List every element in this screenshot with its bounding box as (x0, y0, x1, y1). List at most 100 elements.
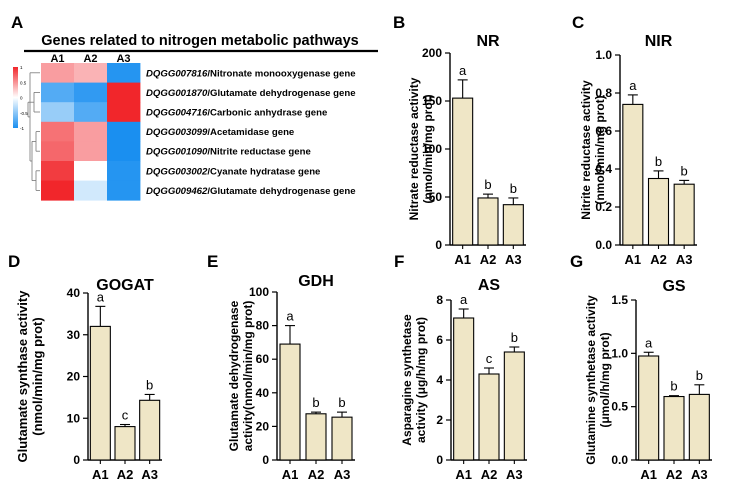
heatmap-gene-name: /Glutamate dehydrogenase gene (207, 186, 355, 197)
bar (647, 177, 670, 246)
bar (279, 343, 301, 461)
category-label: A1 (625, 252, 642, 267)
significance-letter: a (97, 289, 105, 304)
heatmap-cell (41, 102, 75, 123)
significance-letter: b (655, 154, 662, 169)
bar (139, 399, 161, 461)
heatmap-row-label: DQGG001870/Glutamate dehydrogenase gene (146, 88, 356, 99)
significance-letter: b (670, 379, 677, 394)
significance-letter: a (459, 63, 467, 78)
heatmap-cell (107, 82, 141, 103)
y-axis-label: Nitrite reductase activity(nmol/min/mg p… (579, 80, 607, 220)
bar (453, 317, 475, 461)
heatmap-cell (107, 180, 141, 201)
category-label: A3 (691, 467, 708, 482)
chart-title: GS (662, 278, 685, 295)
y-axis-label-line: Glutamate synthase activity (15, 290, 30, 463)
heatmap-row-label: DQGG007816/Nitronate monooxygenase gene (146, 68, 356, 79)
significance-letter: b (681, 163, 688, 178)
color-scale-bar (13, 67, 18, 128)
heatmap-cells (41, 63, 141, 201)
bar (477, 197, 499, 246)
y-tick-label: 0.4 (595, 162, 612, 176)
heatmap-cell (107, 121, 141, 142)
y-tick-label: 150 (422, 94, 442, 108)
category-label: A1 (454, 252, 471, 267)
significance-letter: b (312, 395, 319, 410)
heatmap-gene-name: /Nitronate monooxygenase gene (207, 68, 355, 79)
heatmap-cell (74, 102, 108, 123)
y-tick-label: 4 (436, 373, 443, 387)
heatmap-gene-id: DQGG003002 (146, 166, 208, 177)
heatmap-cell (74, 180, 108, 201)
y-tick-label: 100 (249, 285, 269, 299)
chart-panel-as: AS 0 2 4 6 8 Asparagine synthetaseactivity (μg… (400, 277, 527, 482)
y-axis-label-line: (nmol/min/mg prot) (421, 94, 435, 203)
heatmap-cell (74, 82, 108, 103)
category-label: A2 (650, 252, 667, 267)
y-axis-label-line: activity (μg/h/mg prot) (414, 317, 428, 443)
y-tick-label: 1.0 (595, 48, 612, 62)
bar (502, 204, 524, 246)
bar (331, 416, 353, 461)
panel-letter-e: E (207, 252, 218, 271)
y-axis-label-line: Asparagine synthetase (400, 314, 414, 446)
y-axis-label: Glutamate dehydrogenaseactivity(nmol/min… (227, 300, 255, 451)
y-tick-label: 0 (73, 453, 80, 467)
heatmap-gene-id: DQGG007816 (146, 68, 208, 79)
y-tick-label: 2 (436, 413, 443, 427)
heatmap-column-labels: A1 A2 A3 (50, 53, 130, 65)
y-tick-label: 20 (67, 370, 81, 384)
category-label: A2 (308, 467, 325, 482)
category-label: A1 (640, 467, 657, 482)
color-scale-tick-label: 1 (20, 65, 23, 70)
heatmap-column-label: A3 (116, 53, 130, 65)
y-tick-label: 0.6 (595, 124, 612, 138)
y-tick-label: 80 (256, 319, 270, 333)
y-tick-label: 1.0 (611, 346, 628, 360)
significance-letter: b (510, 181, 517, 196)
heatmap-row-label: DQGG004716/Carbonic anhydrase gene (146, 108, 327, 119)
bar (622, 103, 644, 246)
bar (89, 325, 111, 461)
category-label: A3 (505, 252, 522, 267)
heatmap-row-label: DQGG009462/Glutamate dehydrogenase gene (146, 186, 356, 197)
y-tick-label: 0.0 (595, 238, 612, 252)
y-axis-label-line: activity(nmol/min/mg prot) (241, 301, 255, 452)
y-tick-label: 0.8 (595, 86, 612, 100)
heatmap-cell (107, 63, 141, 83)
y-axis-label-line: Glutamine synthetase activity (584, 295, 598, 465)
y-tick-label: 1.5 (611, 293, 628, 307)
heatmap-cell (41, 63, 75, 83)
y-tick-label: 60 (256, 352, 270, 366)
chart-title: GDH (298, 273, 334, 290)
color-scale-tick-label: 0 (20, 96, 23, 101)
y-axis-label-line: (nmol/min/mg prot) (30, 317, 45, 435)
y-axis-label: Nitrate reductase activity(nmol/min/mg p… (407, 77, 435, 220)
panel-letter-f: F (394, 252, 404, 271)
y-axis-label: Glutamate synthase activity(nmol/min/mg … (15, 290, 45, 463)
y-axis-label-line: (μmol/h/mg prot) (598, 332, 612, 427)
category-label: A2 (117, 467, 134, 482)
heatmap-column-label: A1 (50, 53, 64, 65)
y-axis-label-line: (nmol/min/mg prot) (593, 95, 607, 204)
category-label: A3 (676, 252, 693, 267)
y-tick-label: 0.5 (611, 400, 628, 414)
y-axis-label: Glutamine synthetase activity(μmol/h/mg … (584, 295, 612, 465)
heatmap-panel: Genes related to nitrogen metabolic path… (13, 33, 378, 201)
significance-letter: b (696, 368, 703, 383)
panel-letter-b: B (393, 13, 405, 32)
bar (673, 183, 695, 246)
panel-letter-g: G (570, 252, 583, 271)
category-label: A1 (282, 467, 299, 482)
heatmap-row-labels: DQGG007816/Nitronate monooxygenase geneD… (146, 68, 356, 197)
color-scale-tick-label: 0.5 (20, 80, 27, 85)
heatmap-row-label: DQGG003002/Cyanate hydratase gene (146, 166, 320, 177)
bar (638, 355, 660, 461)
significance-letter: a (645, 335, 653, 350)
heatmap-cell (41, 121, 75, 142)
category-label: A2 (480, 252, 497, 267)
significance-letter: b (511, 330, 518, 345)
